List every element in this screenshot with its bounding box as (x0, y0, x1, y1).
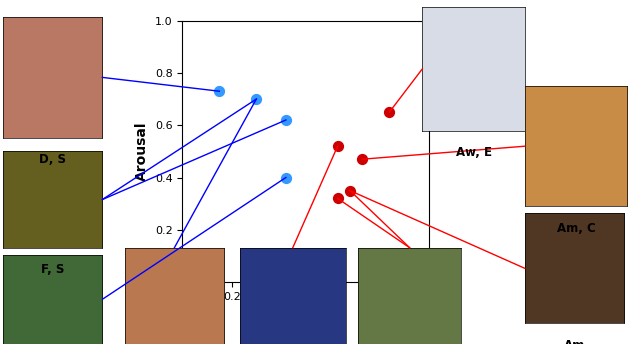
Text: Aw, E: Aw, E (456, 146, 492, 159)
Point (251, 96, 261, 102)
Point (384, 109, 394, 115)
Point (357, 157, 367, 162)
Text: F, S: F, S (41, 263, 65, 276)
Text: Am, C: Am, C (557, 222, 595, 235)
Text: D, S: D, S (39, 153, 67, 166)
Y-axis label: Arousal: Arousal (136, 122, 149, 181)
Point (345, 188, 355, 193)
Point (214, 88, 225, 94)
Point (333, 196, 343, 201)
Point (281, 175, 291, 180)
X-axis label: Valence: Valence (275, 307, 336, 321)
Text: Am: Am (564, 339, 585, 344)
Point (281, 117, 291, 123)
Point (333, 143, 343, 149)
